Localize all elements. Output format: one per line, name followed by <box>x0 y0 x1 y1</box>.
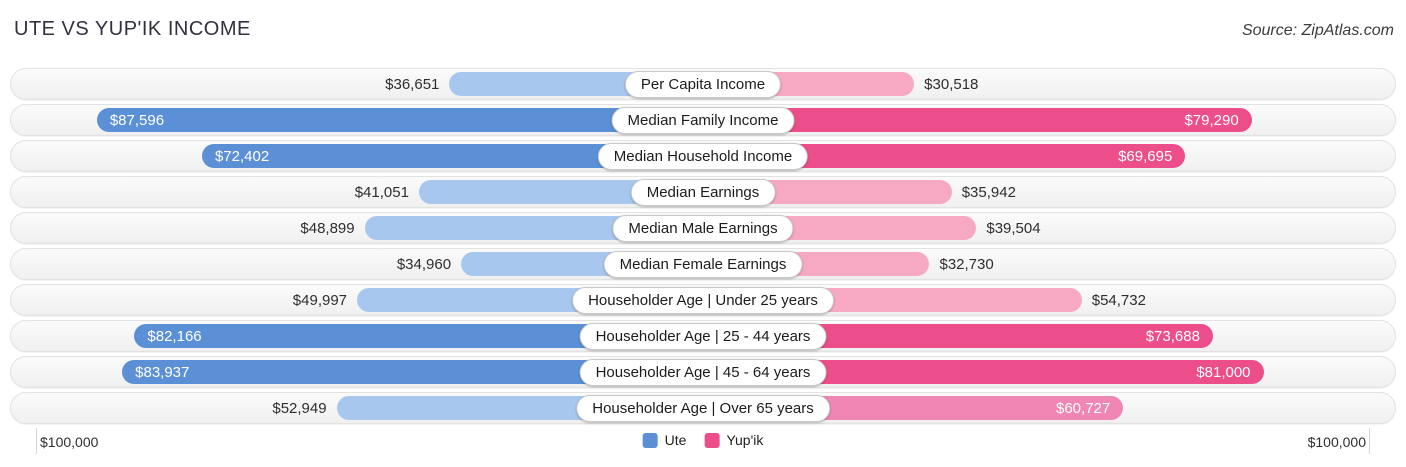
category-label: Householder Age | 45 - 64 years <box>579 359 827 386</box>
legend-label: Yup'ik <box>726 432 764 448</box>
chart-row: $36,651 $30,518 Per Capita Income <box>10 68 1396 100</box>
chart-row: $49,997 $54,732 Householder Age | Under 25… <box>10 284 1396 316</box>
chart-row: $72,402 $69,695 Median Household Income <box>10 140 1396 172</box>
ute-value-label: $48,899 <box>300 220 355 237</box>
category-label: Householder Age | Over 65 years <box>576 395 830 422</box>
chart-row: $83,937 $81,000 Householder Age | 45 - 64 … <box>10 356 1396 388</box>
source-attribution: Source: ZipAtlas.com <box>1241 22 1394 39</box>
ute-value-label: $34,960 <box>396 256 452 273</box>
legend-swatch <box>642 432 658 448</box>
chart-rows: $36,651 $30,518 Per Capita Income $87,596 $7… <box>10 68 1396 428</box>
legend-item: Ute <box>642 432 687 448</box>
category-label: Median Earnings <box>630 179 776 206</box>
chart-row: $87,596 $79,290 Median Family Income <box>10 104 1396 136</box>
yupik-value-label: $69,695 <box>1118 148 1173 165</box>
category-label: Median Family Income <box>611 107 795 134</box>
chart-row: $82,166 $73,688 Householder Age | 25 - 44 … <box>10 320 1396 352</box>
legend-label: Ute <box>664 432 687 448</box>
category-label: Householder Age | 25 - 44 years <box>579 323 827 350</box>
chart-title: UTE VS YUP'IK INCOME <box>14 18 251 40</box>
yupik-value-label: $79,290 <box>1184 112 1239 129</box>
legend-item: Yup'ik <box>704 432 763 448</box>
ute-value-label: $52,949 <box>272 400 327 417</box>
yupik-value-label: $35,942 <box>961 184 1016 201</box>
yupik-value-label: $32,730 <box>939 256 994 273</box>
ute-value-label: $49,997 <box>292 292 348 309</box>
axis-tick-right <box>1369 428 1370 454</box>
ute-value-label: $82,166 <box>147 328 202 345</box>
ute-value-label: $87,596 <box>109 112 165 129</box>
ute-value-label: $83,937 <box>135 364 190 381</box>
category-label: Median Household Income <box>597 143 809 170</box>
category-label: Median Male Earnings <box>612 215 794 242</box>
ute-bar <box>96 108 703 132</box>
yupik-bar <box>703 108 1252 132</box>
yupik-value-label: $54,732 <box>1091 292 1146 309</box>
yupik-value-label: $39,504 <box>986 220 1041 237</box>
category-label: Per Capita Income <box>624 71 782 98</box>
axis-max-left: $100,000 <box>40 434 99 450</box>
chart-footer: $100,000 Ute Yup'ik $100,000 <box>10 428 1396 456</box>
yupik-value-label: $81,000 <box>1196 364 1251 381</box>
chart-row: $41,051 $35,942 Median Earnings <box>10 176 1396 208</box>
axis-max-right: $100,000 <box>1307 434 1366 450</box>
legend-swatch <box>704 432 720 448</box>
yupik-value-label: $73,688 <box>1145 328 1200 345</box>
yupik-value-label: $30,518 <box>924 76 979 93</box>
chart-row: $34,960 $32,730 Median Female Earnings <box>10 248 1396 280</box>
ute-value-label: $41,051 <box>354 184 409 201</box>
category-label: Householder Age | Under 25 years <box>572 287 834 314</box>
category-label: Median Female Earnings <box>603 251 803 278</box>
ute-value-label: $36,651 <box>385 76 440 93</box>
ute-value-label: $72,402 <box>214 148 270 165</box>
yupik-value-label: $60,727 <box>1056 400 1111 417</box>
axis-tick-left <box>36 428 37 454</box>
chart-row: $48,899 $39,504 Median Male Earnings <box>10 212 1396 244</box>
chart-legend: Ute Yup'ik <box>642 432 763 448</box>
chart-row: $52,949 $60,727 Householder Age | Over 65 … <box>10 392 1396 424</box>
